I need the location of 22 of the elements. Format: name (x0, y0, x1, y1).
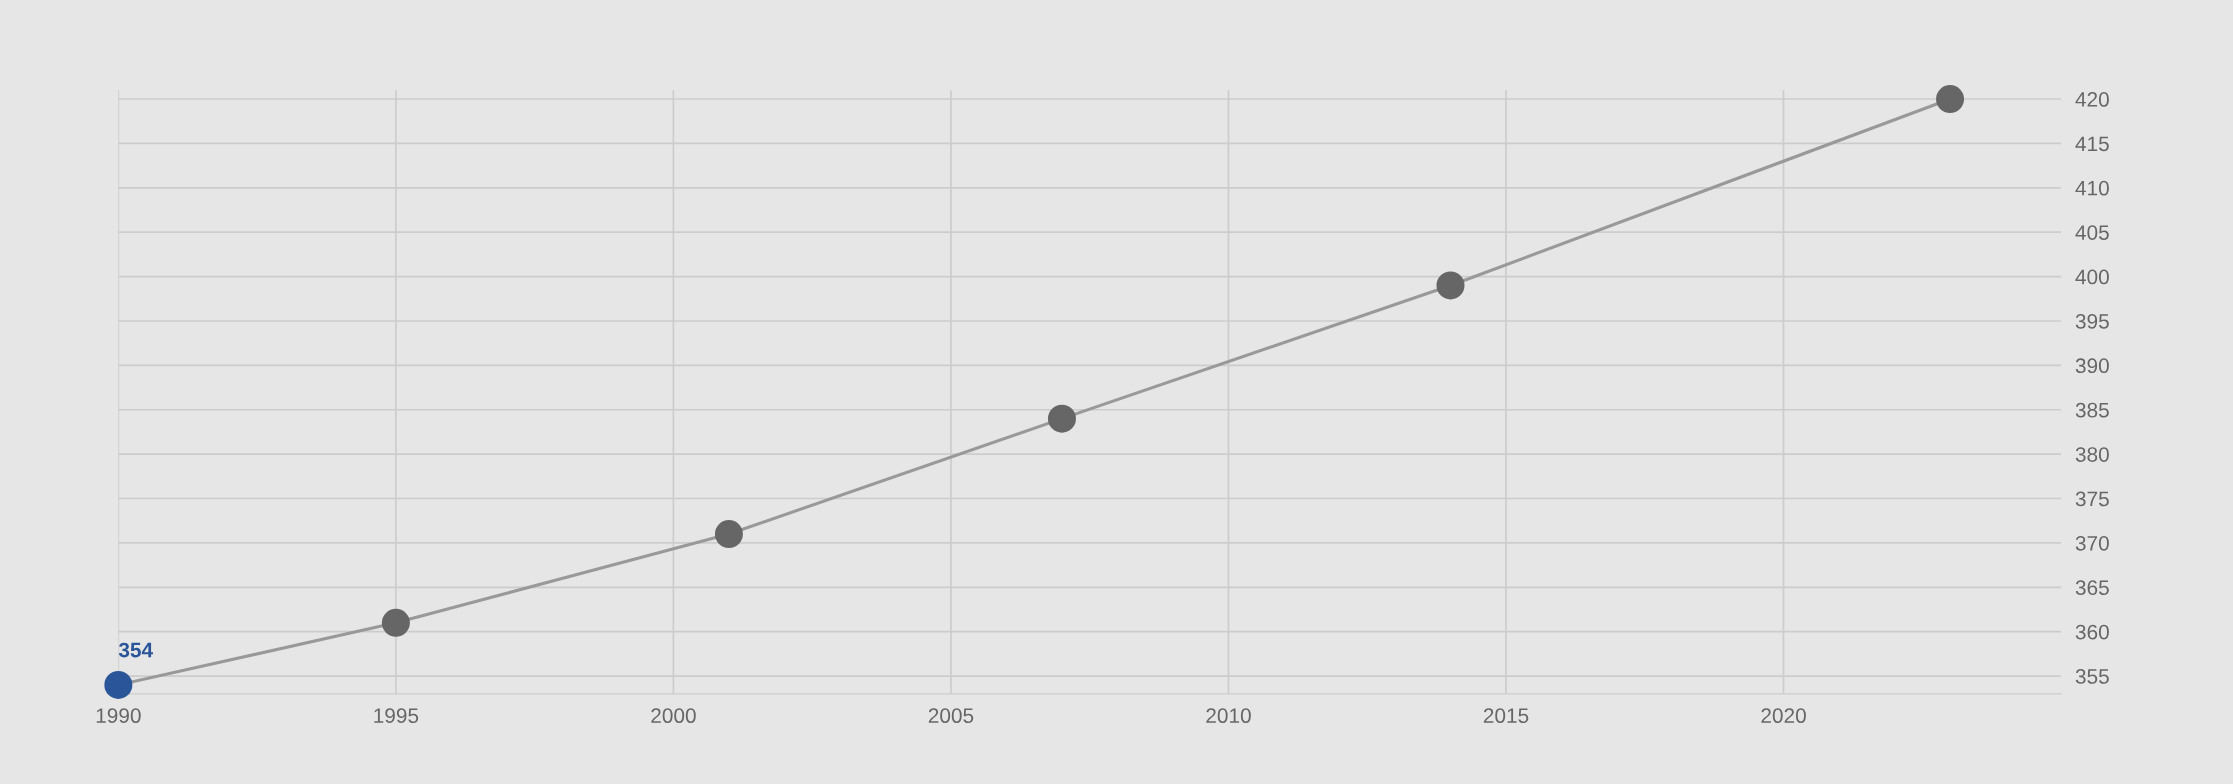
data-label: 354 (118, 642, 153, 658)
x-tick-label: 1990 (96, 708, 141, 724)
y-tick-label: 410 (2075, 180, 2109, 196)
y-tick-label: 370 (2075, 535, 2109, 551)
x-tick-label: 2005 (928, 708, 974, 724)
y-tick-label: 375 (2075, 491, 2109, 507)
y-tick-label: 385 (2075, 402, 2109, 418)
y-tick-label: 400 (2075, 269, 2109, 285)
y-tick-label: 355 (2075, 669, 2109, 684)
x-tick-label: 2010 (1206, 708, 1251, 724)
x-tick-label: 2000 (651, 708, 696, 724)
y-tick-label: 415 (2075, 136, 2109, 152)
y-tick-label: 360 (2075, 624, 2109, 640)
y-tick-label: 365 (2075, 580, 2109, 596)
y-tick-label: 390 (2075, 358, 2109, 374)
y-tick-label: 380 (2075, 447, 2109, 462)
x-tick-label: 2015 (1483, 708, 1529, 724)
y-tick-label: 395 (2075, 313, 2109, 329)
y-tick-label: 420 (2075, 92, 2109, 107)
x-tick-label: 2020 (1761, 708, 1806, 724)
y-tick-label: 405 (2075, 225, 2109, 240)
x-tick-label: 1995 (374, 708, 419, 724)
